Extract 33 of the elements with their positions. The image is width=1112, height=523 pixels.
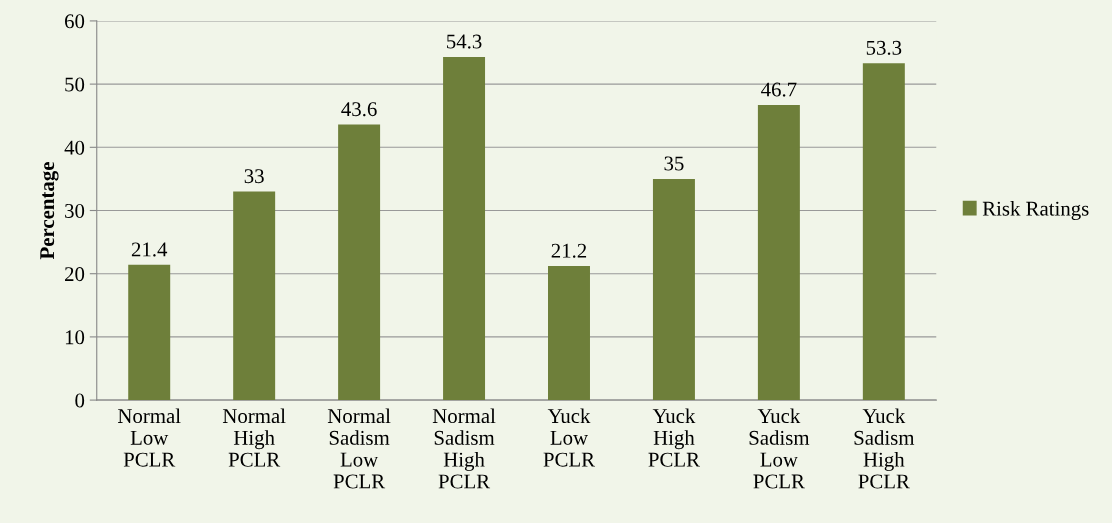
- bar: [128, 264, 171, 401]
- data-label: 33: [244, 169, 264, 184]
- y-tick-label: 30: [65, 203, 85, 218]
- bar: [652, 178, 695, 401]
- y-tick-label: 60: [65, 14, 85, 29]
- y-axis-title: Percentage: [40, 162, 59, 260]
- x-tick-label: Normal Low PCLR: [118, 408, 181, 467]
- bar: [862, 63, 905, 401]
- bar: [233, 191, 276, 401]
- x-tick-label: Normal Sadism High PCLR: [432, 408, 496, 489]
- y-tick-label: 0: [75, 393, 85, 408]
- legend-label: Risk Ratings: [982, 201, 1089, 220]
- data-label: 53.3: [866, 40, 902, 55]
- data-label: 21.2: [551, 243, 587, 258]
- x-tick-label: Normal High PCLR: [222, 408, 286, 467]
- data-label: 46.7: [761, 82, 797, 97]
- y-tick-label: 50: [65, 77, 85, 92]
- y-tick-label: 40: [64, 140, 85, 155]
- y-tick-label: 20: [65, 267, 85, 282]
- bar: [338, 124, 381, 401]
- x-tick-label: Normal Sadism Low PCLR: [327, 408, 391, 489]
- x-tick-label: Yuck High PCLR: [648, 408, 700, 467]
- data-label: 43.6: [341, 102, 377, 117]
- bar: [443, 56, 486, 401]
- x-tick-label: Yuck Sadism High PCLR: [854, 408, 915, 489]
- x-tick-label: Yuck Sadism Low PCLR: [749, 408, 810, 489]
- data-label: 54.3: [447, 34, 482, 49]
- bar: [548, 266, 590, 401]
- x-tick-label: Yuck Low PCLR: [543, 408, 596, 467]
- bar: [757, 104, 800, 401]
- data-label: 35: [664, 156, 684, 171]
- data-label: 21.4: [131, 242, 168, 257]
- y-tick-label: 10: [65, 330, 85, 345]
